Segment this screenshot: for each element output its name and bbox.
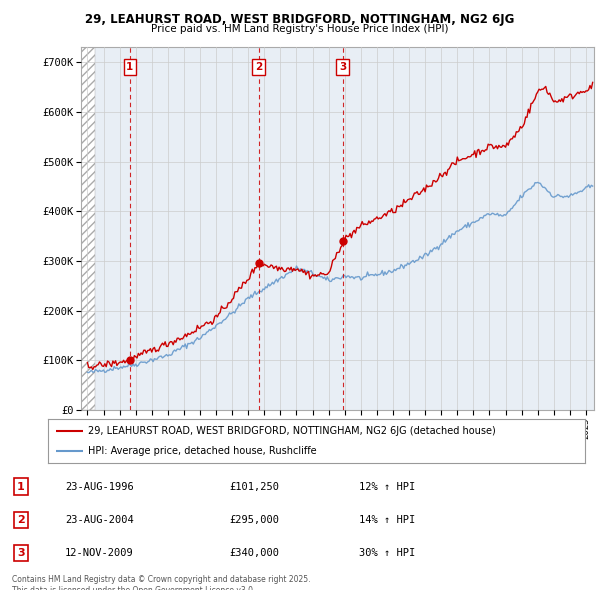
Text: 3: 3 xyxy=(17,548,25,558)
Text: 12% ↑ HPI: 12% ↑ HPI xyxy=(359,481,415,491)
Text: 29, LEAHURST ROAD, WEST BRIDGFORD, NOTTINGHAM, NG2 6JG (detached house): 29, LEAHURST ROAD, WEST BRIDGFORD, NOTTI… xyxy=(88,426,496,436)
Text: Price paid vs. HM Land Registry's House Price Index (HPI): Price paid vs. HM Land Registry's House … xyxy=(151,24,449,34)
Text: £295,000: £295,000 xyxy=(229,514,280,525)
Text: 14% ↑ HPI: 14% ↑ HPI xyxy=(359,514,415,525)
Text: HPI: Average price, detached house, Rushcliffe: HPI: Average price, detached house, Rush… xyxy=(88,446,317,456)
Text: 12-NOV-2009: 12-NOV-2009 xyxy=(65,548,134,558)
Text: 23-AUG-2004: 23-AUG-2004 xyxy=(65,514,134,525)
Text: Contains HM Land Registry data © Crown copyright and database right 2025.
This d: Contains HM Land Registry data © Crown c… xyxy=(12,575,311,590)
Text: 1: 1 xyxy=(126,62,134,72)
Text: 29, LEAHURST ROAD, WEST BRIDGFORD, NOTTINGHAM, NG2 6JG: 29, LEAHURST ROAD, WEST BRIDGFORD, NOTTI… xyxy=(85,13,515,26)
Text: 2: 2 xyxy=(255,62,262,72)
Text: £101,250: £101,250 xyxy=(229,481,280,491)
Text: 30% ↑ HPI: 30% ↑ HPI xyxy=(359,548,415,558)
Text: £340,000: £340,000 xyxy=(229,548,280,558)
Text: 3: 3 xyxy=(339,62,346,72)
Text: 23-AUG-1996: 23-AUG-1996 xyxy=(65,481,134,491)
Text: 1: 1 xyxy=(17,481,25,491)
Text: 2: 2 xyxy=(17,514,25,525)
